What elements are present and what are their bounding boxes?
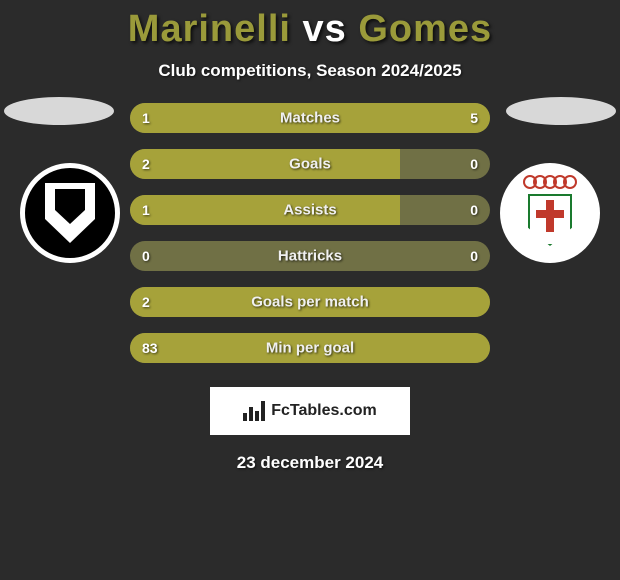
stat-bar: 1 5 Matches [130, 103, 490, 133]
stat-bar-left-fill [130, 149, 400, 179]
stat-bar: 83 Min per goal [130, 333, 490, 363]
title-left: Marinelli [128, 8, 291, 50]
stat-value-left: 83 [142, 340, 158, 356]
shield-icon [45, 183, 95, 243]
stat-label: Hattricks [278, 248, 342, 265]
stat-bars: 1 5 Matches 2 0 Goals 1 0 Assists 0 0 Hattricks 2 Goa… [130, 103, 490, 363]
stat-bar: 1 0 Assists [130, 195, 490, 225]
title-right: Gomes [358, 8, 492, 50]
cross-shield-icon [528, 194, 572, 246]
club-badge-left [20, 163, 120, 263]
club-badge-left-inner [20, 163, 120, 263]
stat-value-left: 1 [142, 110, 150, 126]
olympic-rings-icon [525, 175, 575, 189]
date-label: 23 december 2024 [0, 453, 620, 473]
comparison-title: Marinelli vs Gomes [0, 0, 620, 51]
stat-label: Goals per match [251, 294, 369, 311]
stat-bar-left-fill [130, 103, 190, 133]
title-vs: vs [303, 8, 347, 50]
stat-value-left: 1 [142, 202, 150, 218]
stat-value-left: 2 [142, 294, 150, 310]
stat-value-right: 0 [470, 202, 478, 218]
stat-value-left: 0 [142, 248, 150, 264]
bar-chart-icon [243, 401, 265, 421]
player-ellipse-left [4, 97, 114, 125]
stat-bar: 0 0 Hattricks [130, 241, 490, 271]
club-badge-right [500, 163, 600, 263]
fctables-label: FcTables.com [271, 402, 377, 420]
stat-value-right: 5 [470, 110, 478, 126]
stat-bar: 2 0 Goals [130, 149, 490, 179]
stat-label: Min per goal [266, 340, 354, 357]
content-area: 1 5 Matches 2 0 Goals 1 0 Assists 0 0 Hattricks 2 Goa… [0, 103, 620, 363]
shield-inner-icon [55, 189, 85, 224]
club-badge-right-inner [500, 163, 600, 263]
stat-value-right: 0 [470, 156, 478, 172]
player-ellipse-right [506, 97, 616, 125]
stat-label: Goals [289, 156, 331, 173]
stat-bar-right-fill [190, 103, 490, 133]
stat-value-right: 0 [470, 248, 478, 264]
stat-value-left: 2 [142, 156, 150, 172]
stat-bar: 2 Goals per match [130, 287, 490, 317]
stat-label: Matches [280, 110, 340, 127]
fctables-badge: FcTables.com [210, 387, 410, 435]
stat-label: Assists [283, 202, 336, 219]
subtitle: Club competitions, Season 2024/2025 [0, 61, 620, 81]
stat-bar-left-fill [130, 195, 400, 225]
